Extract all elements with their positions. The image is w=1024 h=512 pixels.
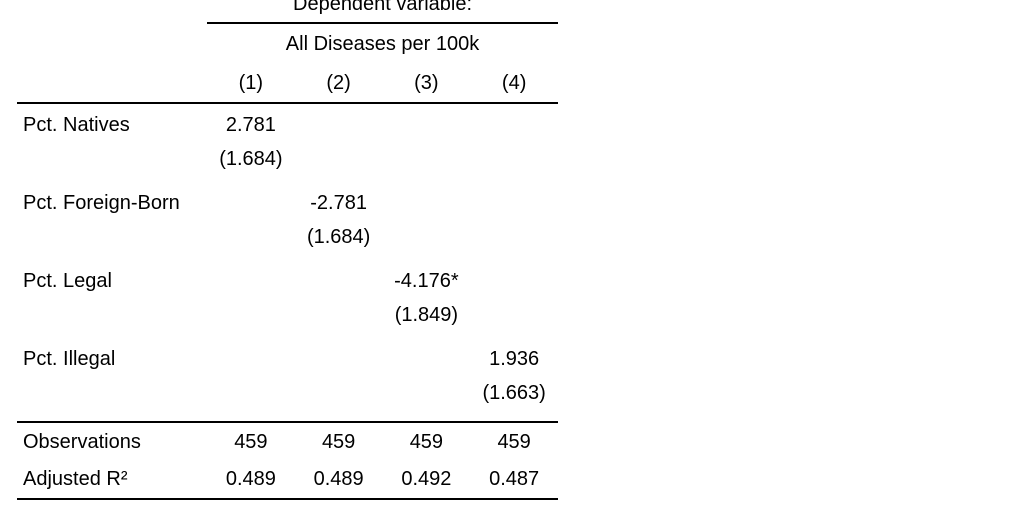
summary-value: 459	[382, 421, 471, 461]
std-error-row-pct-illegal: (1.663)	[17, 380, 558, 422]
std-error-cell	[470, 224, 558, 260]
summary-value: 459	[470, 421, 559, 461]
std-error-cell	[295, 380, 383, 422]
empty-cell	[17, 224, 207, 260]
estimate-cell	[470, 182, 558, 224]
std-error-row-pct-foreign-born: (1.684)	[17, 224, 558, 260]
empty-cell	[17, 0, 207, 23]
std-error-row-pct-legal: (1.849)	[17, 302, 558, 338]
std-error-cell	[295, 146, 383, 182]
coefficient-row-pct-foreign-born: Pct. Foreign-Born -2.781	[17, 182, 558, 224]
std-error-cell	[383, 380, 471, 422]
column-number: (2)	[294, 64, 383, 104]
coefficient-label: Pct. Legal	[23, 269, 112, 292]
estimate-cell	[470, 260, 558, 302]
empty-cell	[17, 302, 207, 338]
summary-value: 0.487	[470, 461, 559, 500]
estimate-cell	[207, 260, 295, 302]
estimate-cell	[295, 260, 383, 302]
estimate-cell	[295, 103, 383, 146]
column-number: (4)	[470, 64, 559, 104]
std-error-cell: (1.663)	[482, 382, 546, 404]
summary-value: 459	[294, 421, 383, 461]
std-error-cell: (1.684)	[219, 148, 283, 170]
coefficient-row-pct-natives: Pct. Natives 2.781	[17, 103, 558, 146]
estimate-cell: 1.936	[489, 347, 540, 370]
empty-cell	[17, 146, 207, 182]
estimate-cell: 2.781	[225, 113, 276, 136]
column-number: (3)	[382, 64, 471, 104]
estimate-cell	[383, 103, 471, 146]
std-error-cell	[470, 302, 558, 338]
column-number: (1)	[207, 64, 295, 104]
adjusted-r2-row: Adjusted R² 0.489 0.489 0.492 0.487	[17, 461, 559, 500]
empty-cell	[17, 64, 207, 104]
regression-table: Dependent variable: All Diseases per 100…	[17, 0, 559, 500]
summary-value: 0.489	[207, 461, 295, 500]
column-numbers-row: (1) (2) (3) (4)	[17, 64, 559, 104]
dependent-variable-label: Dependent variable:	[207, 0, 559, 24]
std-error-cell	[383, 224, 471, 260]
outcome-row: All Diseases per 100k	[17, 23, 558, 64]
summary-value: 0.489	[294, 461, 383, 500]
summary-value: 459	[207, 421, 295, 461]
estimate-cell	[295, 338, 383, 380]
estimate-cell	[207, 182, 295, 224]
coefficient-row-pct-legal: Pct. Legal -4.176*	[17, 260, 558, 302]
std-error-cell	[383, 146, 471, 182]
summary-label: Observations	[17, 421, 207, 461]
empty-cell	[17, 23, 207, 64]
observations-row: Observations 459 459 459 459	[17, 421, 559, 461]
coefficient-row-pct-illegal: Pct. Illegal 1.936	[17, 338, 558, 380]
std-error-cell	[207, 380, 295, 422]
summary-label: Adjusted R²	[17, 461, 207, 500]
std-error-cell	[207, 224, 295, 260]
estimate-cell	[383, 182, 471, 224]
summary-value: 0.492	[382, 461, 471, 500]
regression-table-container: Dependent variable: All Diseases per 100…	[17, 0, 559, 500]
std-error-cell: (1.684)	[306, 226, 371, 248]
estimate-cell: -4.176*	[394, 269, 459, 292]
empty-cell	[17, 380, 207, 422]
estimate-cell	[383, 338, 471, 380]
std-error-cell	[207, 302, 295, 338]
coefficient-label: Pct. Illegal	[23, 347, 116, 370]
std-error-cell	[470, 146, 558, 182]
std-error-row-pct-natives: (1.684)	[17, 146, 558, 182]
estimate-cell	[470, 103, 558, 146]
std-error-cell: (1.849)	[394, 304, 459, 326]
estimate-cell: -2.781	[310, 191, 367, 214]
outcome-label: All Diseases per 100k	[285, 32, 480, 55]
coefficient-label: Pct. Natives	[23, 113, 130, 136]
dependent-variable-row: Dependent variable:	[17, 0, 559, 24]
coefficient-label: Pct. Foreign-Born	[23, 191, 180, 214]
estimate-cell	[207, 338, 295, 380]
std-error-cell	[295, 302, 383, 338]
